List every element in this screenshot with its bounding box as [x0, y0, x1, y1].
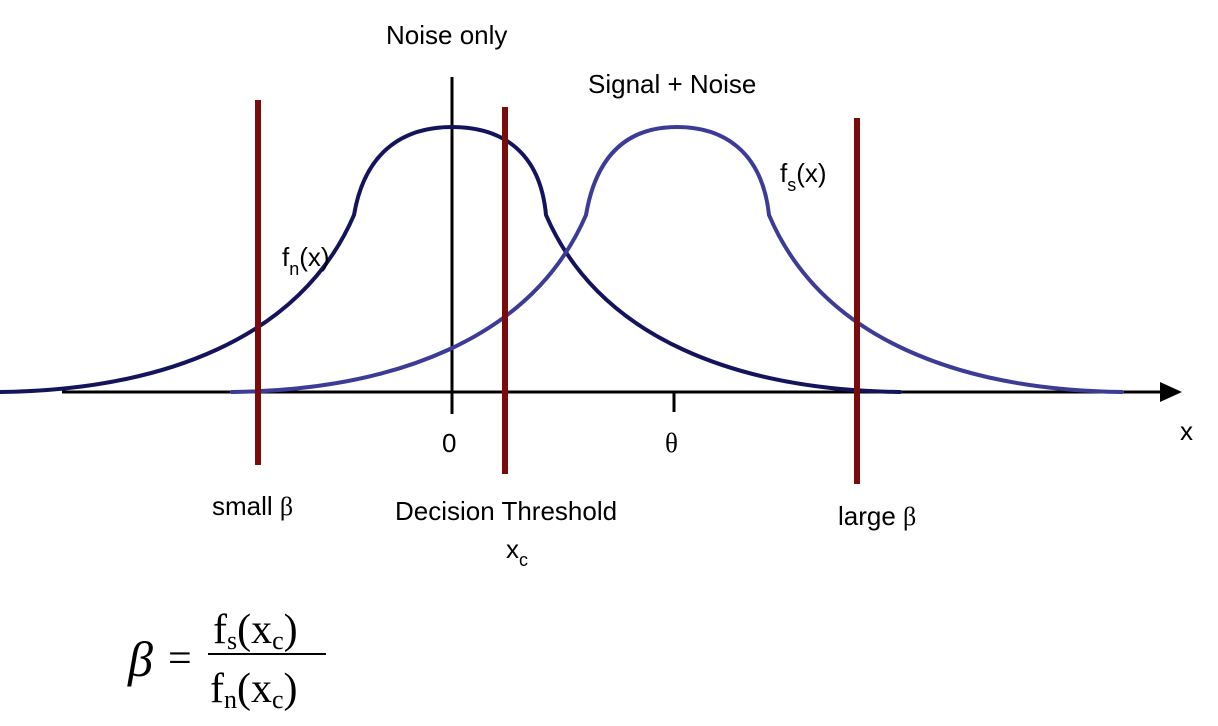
signal-density-curve [230, 124, 1124, 394]
fs-arg: (x) [796, 158, 826, 188]
formula-beta: β [127, 631, 153, 687]
xc-subscript: c [519, 550, 528, 570]
large-beta-text: large [838, 501, 903, 531]
fn-label: fn(x) [282, 242, 330, 279]
xc-label: xc [506, 534, 528, 570]
fs-f: f [780, 158, 788, 188]
den-sub: n [224, 685, 237, 714]
formula-denominator: fn(xc) [210, 666, 298, 714]
x-axis-arrowhead [1160, 382, 1182, 402]
noise-only-label: Noise only [386, 20, 507, 50]
den-close: ) [284, 666, 298, 712]
den-f: f [210, 666, 224, 712]
fn-arg: (x) [299, 242, 329, 272]
fs-subscript: s [787, 175, 796, 195]
noise-density-curve [0, 124, 902, 394]
large-beta-symbol: β [903, 502, 916, 531]
small-beta-symbol: β [280, 492, 293, 521]
small-beta-label: small β [212, 491, 293, 521]
small-beta-text: small [212, 491, 280, 521]
tick-zero-label: 0 [442, 428, 456, 458]
den-open: (x [237, 666, 272, 712]
fn-subscript: n [289, 259, 299, 279]
fs-label: fs(x) [780, 158, 827, 195]
xc-x: x [506, 534, 519, 564]
num-close: ) [284, 607, 298, 653]
den-xsub: c [272, 685, 284, 714]
signal-plus-noise-label: Signal + Noise [588, 69, 756, 99]
num-f: f [213, 607, 227, 653]
formula-equals: = [168, 636, 192, 682]
beta-formula: β = fs(xc) fn(xc) [127, 607, 326, 714]
num-xsub: c [272, 626, 284, 655]
large-beta-label: large β [838, 501, 916, 531]
num-open: (x [237, 607, 272, 653]
x-axis-label: x [1180, 416, 1193, 446]
tick-theta-label: θ [665, 428, 678, 458]
num-sub: s [227, 626, 237, 655]
formula-numerator: fs(xc) [213, 607, 298, 655]
decision-threshold-label: Decision Threshold [395, 496, 617, 526]
fn-f: f [282, 242, 290, 272]
